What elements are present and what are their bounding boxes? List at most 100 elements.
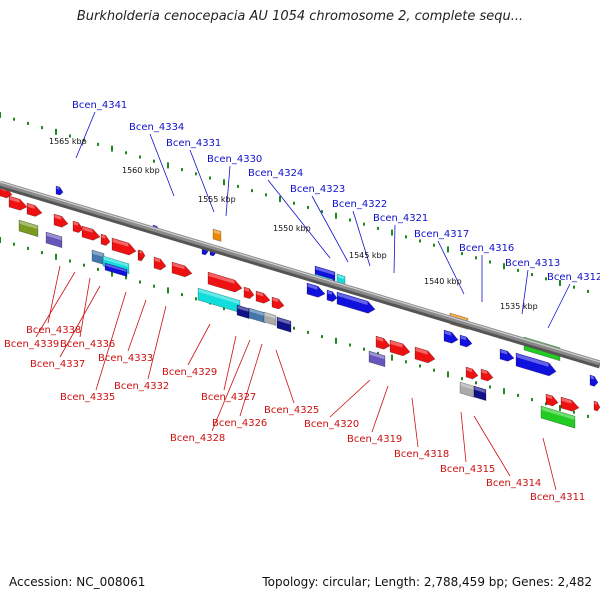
gene-body — [545, 393, 559, 407]
lower-scale-tick — [153, 284, 155, 288]
lower-scale-tick — [503, 388, 505, 395]
gene-label-top: Bcen_4334 — [129, 122, 184, 133]
gene-highlight — [376, 336, 384, 342]
gene-body — [104, 262, 128, 277]
gene-highlight — [27, 203, 35, 209]
upper-scale-tick — [475, 256, 477, 260]
upper-scale-tick — [559, 280, 561, 286]
gene-feature — [263, 311, 277, 326]
lower-scale-tick — [559, 405, 561, 411]
gene-highlight — [307, 283, 318, 290]
lower-scale-tick — [307, 330, 309, 334]
gene-feature — [171, 261, 193, 278]
lower-scale-tick — [13, 242, 15, 246]
backbone-highlight — [0, 181, 600, 363]
gene-label-bottom: Bcen_4338 — [26, 325, 81, 336]
scale-label: 1565 kbp — [49, 137, 87, 146]
gene-feature — [368, 350, 386, 368]
gene-highlight — [56, 186, 60, 190]
gene-feature — [45, 231, 63, 249]
lower-scale-tick — [321, 335, 323, 339]
gene-highlight — [315, 266, 335, 276]
gene-body — [248, 307, 266, 324]
gene-feature — [465, 366, 479, 380]
gene-highlight — [208, 272, 235, 284]
lower-scale-tick — [587, 414, 589, 418]
gene-feature — [111, 237, 137, 256]
gene-feature — [8, 195, 28, 211]
upper-scale-tick — [83, 138, 85, 142]
gene-feature — [104, 262, 128, 277]
gene-body — [255, 290, 271, 304]
lower-scale-tick — [125, 276, 127, 280]
gene-highlight — [105, 263, 127, 272]
gene-label-bottom: Bcen_4333 — [98, 353, 153, 364]
gene-feature — [473, 385, 487, 401]
gene-highlight — [198, 288, 240, 305]
gene-label-top: Bcen_4321 — [373, 213, 428, 224]
gene-highlight — [154, 257, 161, 263]
upper-scale-tick — [167, 162, 169, 169]
gene-body — [336, 291, 376, 314]
gene-feature — [560, 396, 580, 412]
label-leader-lines — [35, 111, 571, 491]
accession-text: Accession: NC_008061 — [9, 575, 146, 589]
gene-highlight — [590, 375, 594, 380]
gene-highlight — [112, 238, 129, 247]
gene-highlight — [460, 382, 474, 390]
leader-line — [147, 305, 167, 380]
upper-scale-tick — [223, 179, 225, 186]
leader-line — [393, 224, 396, 274]
gene-highlight — [213, 229, 221, 235]
gene-body — [459, 381, 475, 398]
lower-scale-tick — [531, 398, 533, 402]
gene-body — [459, 334, 473, 348]
gene-body — [111, 237, 137, 256]
gene-body — [72, 220, 84, 233]
gene-highlight — [327, 290, 332, 295]
gene-highlight — [337, 274, 345, 280]
lower-scale-tick — [447, 371, 449, 378]
leader-line — [239, 343, 263, 417]
leader-line — [460, 411, 467, 463]
gene-highlight — [256, 291, 264, 297]
gene-body — [306, 282, 326, 298]
gene-highlight — [9, 196, 20, 203]
lower-scale-tick — [181, 293, 183, 297]
gene-feature — [81, 225, 101, 241]
upper-scale-tick — [447, 246, 449, 253]
gene-body — [100, 233, 111, 246]
lower-scale-tick — [97, 267, 99, 271]
gene-highlight — [337, 292, 368, 306]
gene-label-bottom: Bcen_4337 — [30, 359, 85, 370]
leader-line — [547, 283, 571, 329]
upper-scale-tick — [391, 229, 393, 236]
lower-scale-tick — [139, 280, 141, 284]
gene-highlight — [541, 406, 575, 420]
gene-body — [499, 348, 515, 362]
gene-body — [55, 185, 64, 196]
upper-scale-tick — [139, 155, 141, 159]
gene-feature — [26, 202, 43, 217]
gene-highlight — [172, 262, 185, 270]
gene-body — [389, 339, 411, 357]
gene-feature — [212, 228, 222, 242]
leader-line — [187, 323, 211, 366]
gene-highlight — [139, 250, 142, 254]
gene-label-bottom: Bcen_4335 — [60, 392, 115, 403]
gene-body — [138, 249, 146, 260]
leader-line — [437, 240, 465, 295]
leader-line — [352, 210, 371, 267]
gene-body — [480, 368, 494, 382]
upper-scale-tick — [279, 196, 281, 202]
gene-feature — [443, 329, 459, 344]
scale-ticks — [0, 112, 589, 418]
lower-scale-tick — [405, 360, 407, 364]
gene-body — [593, 400, 600, 412]
gene-label-bottom: Bcen_4336 — [60, 339, 115, 350]
leader-line — [311, 195, 349, 263]
upper-scale-tick — [209, 176, 211, 180]
leader-line — [329, 379, 371, 418]
upper-scale-tick — [69, 134, 71, 138]
upper-scale-tick — [153, 159, 155, 163]
